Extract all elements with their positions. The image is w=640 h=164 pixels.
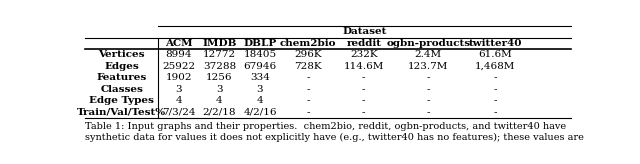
Text: DBLP: DBLP [243, 39, 276, 48]
Text: IMDB: IMDB [202, 39, 237, 48]
Text: 18405: 18405 [243, 50, 276, 59]
Text: 2.4M: 2.4M [415, 50, 442, 59]
Text: twitter40: twitter40 [468, 39, 522, 48]
Text: -: - [493, 96, 497, 105]
Text: 728K: 728K [294, 62, 322, 71]
Text: 61.6M: 61.6M [478, 50, 512, 59]
Text: 67946: 67946 [243, 62, 276, 71]
Text: 3: 3 [257, 85, 264, 94]
Text: 2/2/18: 2/2/18 [203, 108, 236, 117]
Text: Features: Features [97, 73, 147, 82]
Text: ogbn-products: ogbn-products [386, 39, 470, 48]
Text: 1,468M: 1,468M [475, 62, 515, 71]
Text: 1902: 1902 [166, 73, 192, 82]
Text: 296K: 296K [294, 50, 322, 59]
Text: 12772: 12772 [203, 50, 236, 59]
Text: 4: 4 [257, 96, 264, 105]
Text: -: - [362, 73, 365, 82]
Text: 334: 334 [250, 73, 270, 82]
Text: 37288: 37288 [203, 62, 236, 71]
Text: -: - [307, 73, 310, 82]
Text: -: - [362, 85, 365, 94]
Text: 4/2/16: 4/2/16 [243, 108, 276, 117]
Text: Dataset: Dataset [342, 27, 387, 36]
Text: Vertices: Vertices [99, 50, 145, 59]
Text: -: - [493, 73, 497, 82]
Text: -: - [426, 73, 430, 82]
Text: 8994: 8994 [166, 50, 192, 59]
Text: reddit: reddit [346, 39, 381, 48]
Text: -: - [426, 85, 430, 94]
Text: 3: 3 [175, 85, 182, 94]
Text: -: - [307, 108, 310, 117]
Text: Classes: Classes [100, 85, 143, 94]
Text: 3: 3 [216, 85, 223, 94]
Text: chem2bio: chem2bio [280, 39, 337, 48]
Text: -: - [426, 108, 430, 117]
Text: Edge Types: Edge Types [89, 96, 154, 105]
Text: 232K: 232K [350, 50, 378, 59]
Text: -: - [362, 108, 365, 117]
Text: 4: 4 [175, 96, 182, 105]
Text: 114.6M: 114.6M [344, 62, 384, 71]
Text: 123.7M: 123.7M [408, 62, 449, 71]
Text: Train/Val/Test%: Train/Val/Test% [77, 108, 166, 117]
Text: -: - [493, 85, 497, 94]
Text: Table 1: Input graphs and their properties.  chem2bio, reddit, ogbn-products, an: Table 1: Input graphs and their properti… [85, 122, 584, 142]
Text: 1256: 1256 [206, 73, 232, 82]
Text: 25922: 25922 [162, 62, 195, 71]
Text: ACM: ACM [165, 39, 193, 48]
Text: -: - [362, 96, 365, 105]
Text: -: - [307, 96, 310, 105]
Text: -: - [426, 96, 430, 105]
Text: Edges: Edges [104, 62, 139, 71]
Text: 4: 4 [216, 96, 223, 105]
Text: -: - [493, 108, 497, 117]
Text: 7/3/24: 7/3/24 [162, 108, 195, 117]
Text: -: - [307, 85, 310, 94]
